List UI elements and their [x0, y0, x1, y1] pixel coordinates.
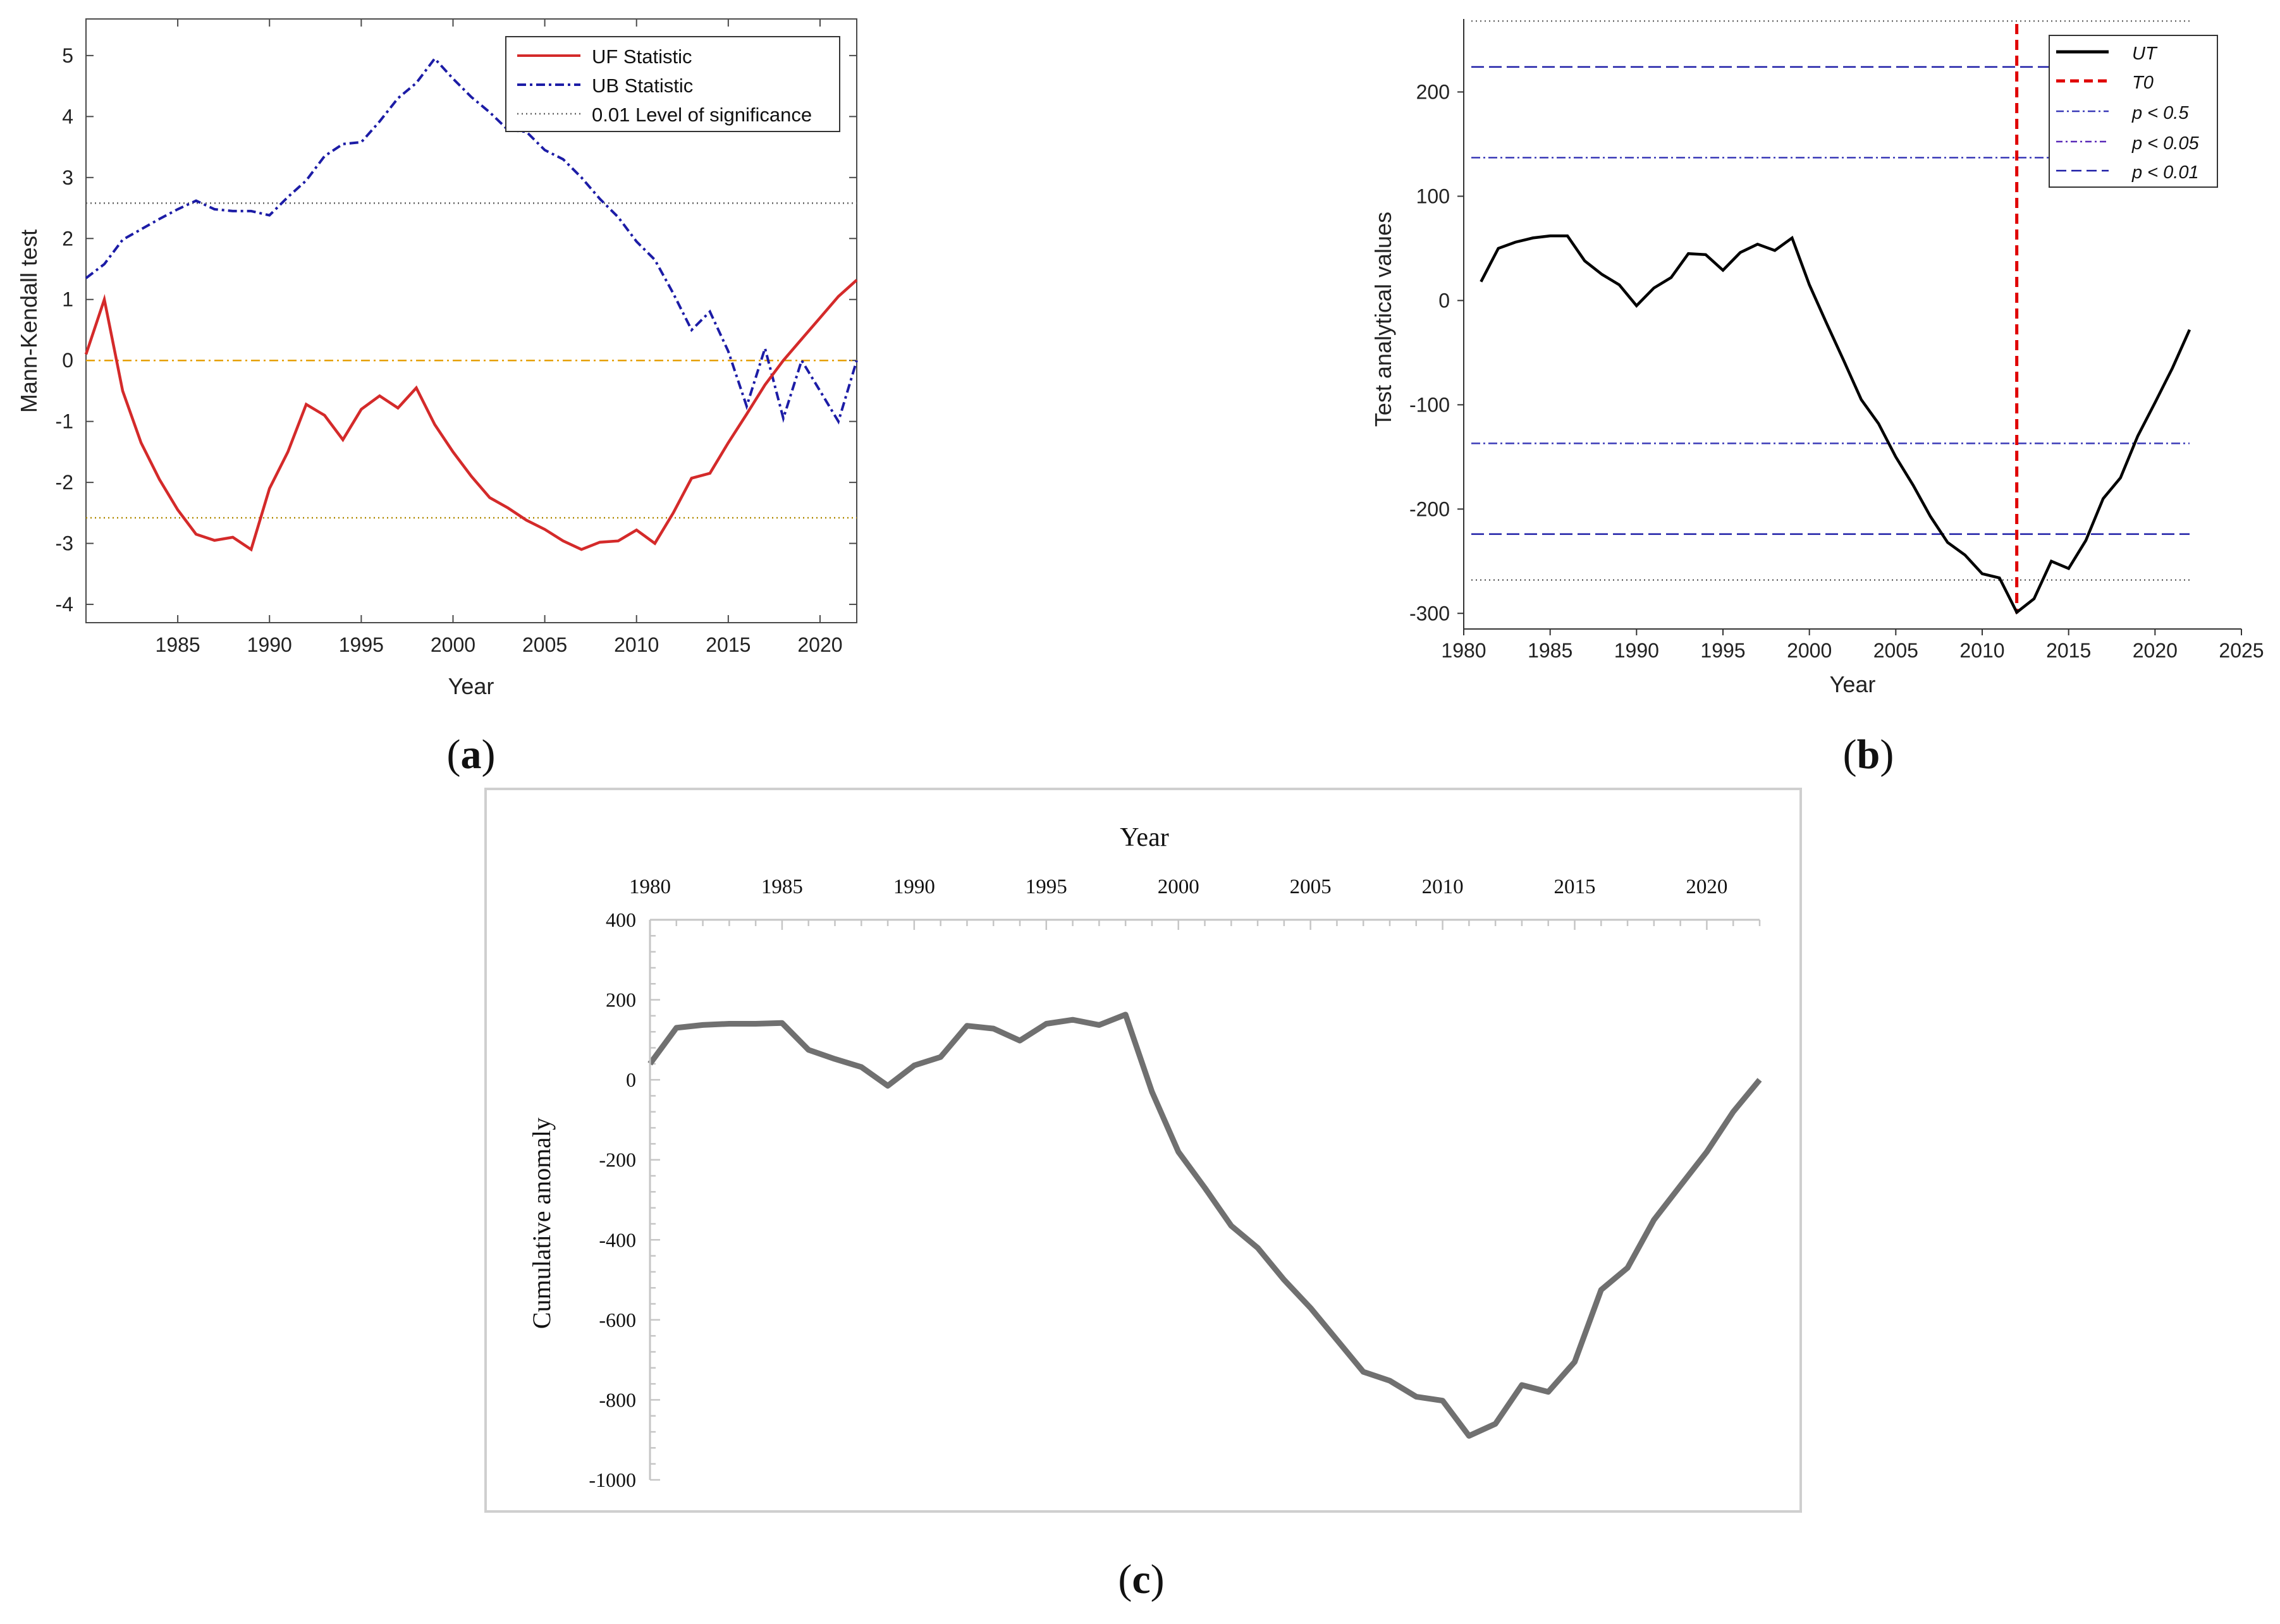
panel-b-ticks: 1980 1985 1990 1995 2000 2005 2010 2015 2020 2025…: [1409, 80, 2264, 662]
panel-c-x-tick-label: 2005: [1290, 876, 1332, 898]
panel-a-legend: UF Statistic UB Statistic 0.01 Level of …: [505, 36, 840, 132]
panel-b-y-tick-label: 0: [1438, 289, 1450, 312]
panel-c-x-tick-label: 1990: [893, 876, 935, 898]
panel-c-y-tick-label: -1000: [589, 1468, 636, 1491]
panel-a-x-tick-label: 2005: [522, 633, 567, 656]
panel-b-caption-letter: b: [1857, 731, 1880, 778]
panel-c: Year Cumulative anomaly 1980 1985 1990 1995…: [484, 788, 1802, 1603]
panel-b-x-tick-label: 1995: [1700, 639, 1745, 662]
panel-a-lines: [84, 56, 858, 552]
panel-b-x-tick-label: 2015: [2046, 639, 2091, 662]
panel-a-x-tick-label: 1985: [156, 633, 200, 656]
panel-a-y-tick-label: -3: [56, 532, 73, 555]
panel-b-y-tick-label: -100: [1409, 393, 1450, 416]
panel-a-x-tick-label: 2015: [706, 633, 751, 656]
panel-c-x-tick-label: 2015: [1554, 876, 1596, 898]
panel-b-x-tick-label: 2000: [1787, 639, 1832, 662]
legend-ub-label: UB Statistic: [592, 75, 693, 97]
panel-c-x-tick-label: 2010: [1422, 876, 1464, 898]
panel-b-x-tick-label: 1990: [1614, 639, 1659, 662]
panel-a-caption-letter: a: [461, 731, 482, 778]
panel-c-y-tick-label: -800: [599, 1388, 636, 1411]
panel-a-ticks: 1985 1990 1995 2000 2005 2010 2015 2020-4-3-2-1…: [56, 19, 857, 656]
panel-c-lines: [647, 1011, 1762, 1439]
panel-a-y-tick-label: -4: [56, 593, 73, 616]
ut-line: [1480, 234, 2191, 615]
panel-c-x-tick-label: 1995: [1026, 876, 1067, 898]
panel-c-y-tick-label: 200: [606, 989, 636, 1011]
panel-c-x-tick-label: 2000: [1158, 876, 1199, 898]
legend-uf-label: UF Statistic: [592, 46, 692, 68]
panel-c-x-axis-label: Year: [1120, 823, 1168, 852]
panel-a-y-tick-label: 0: [62, 349, 73, 372]
cumulative-anomaly-line: [647, 1011, 1762, 1439]
panel-b-lines: [1471, 20, 2191, 615]
legend-p05-label: p < 0.5: [2131, 103, 2189, 123]
panel-b-y-tick-label: -200: [1409, 498, 1450, 520]
panel-a-x-axis-label: Year: [448, 673, 494, 699]
panel-b-y-tick-label: -300: [1409, 602, 1450, 625]
legend-p005-label: p < 0.05: [2131, 133, 2199, 154]
panel-a: 1985 1990 1995 2000 2005 2010 2015 2020-4-3-2-1…: [16, 18, 858, 778]
panel-a-y-tick-label: 3: [62, 166, 73, 189]
panel-c-x-tick-label: 1985: [761, 876, 803, 898]
panel-a-x-tick-label: 1990: [247, 633, 292, 656]
panel-c-y-axis-label: Cumulative anomaly: [527, 1118, 556, 1329]
panel-a-y-tick-label: -1: [56, 410, 73, 433]
panel-a-x-tick-label: 2010: [614, 633, 659, 656]
panel-c-chart-frame: [484, 788, 1802, 1513]
panel-c-caption: (c): [1118, 1556, 1164, 1603]
panel-c-x-tick-label: 2020: [1686, 876, 1727, 898]
panel-b-x-tick-label: 2005: [1873, 639, 1918, 662]
panel-a-x-tick-label: 2020: [797, 633, 842, 656]
panel-a-y-tick-label: 5: [62, 44, 73, 67]
panel-a-x-tick-label: 1995: [339, 633, 384, 656]
legend-ut-label: UT: [2132, 44, 2158, 64]
legend-t0-label: T0: [2132, 73, 2154, 93]
panel-a-y-tick-label: -2: [56, 471, 73, 494]
panel-c-caption-letter: c: [1132, 1556, 1150, 1603]
panel-b-y-axis-label: Test analytical values: [1370, 212, 1396, 427]
panel-b-x-axis-label: Year: [1830, 671, 1876, 697]
uf-statistic-line: [84, 279, 858, 552]
panel-c-y-tick-label: -200: [599, 1149, 636, 1171]
panel-b-caption: (b): [1843, 731, 1894, 778]
panel-b-y-tick-label: 200: [1416, 80, 1450, 103]
panel-a-x-tick-label: 2000: [431, 633, 475, 656]
panel-c-y-tick-label: 0: [626, 1068, 636, 1091]
panel-a-y-tick-label: 2: [62, 227, 73, 250]
legend-p001-label: p < 0.01: [2131, 162, 2199, 183]
legend-significance-label: 0.01 Level of significance: [592, 104, 812, 126]
ub-statistic-line: [85, 56, 858, 425]
panel-b-x-tick-label: 2025: [2219, 639, 2264, 662]
panel-a-y-tick-label: 1: [62, 288, 73, 311]
panel-c-y-tick-label: -600: [599, 1309, 636, 1331]
panel-b-x-tick-label: 2010: [1959, 639, 2004, 662]
panel-c-x-tick-label: 1980: [629, 876, 671, 898]
panel-a-y-tick-label: 4: [62, 105, 73, 128]
panel-b-y-tick-label: 100: [1416, 185, 1450, 207]
panel-a-y-axis-label: Mann-Kendall test: [16, 229, 42, 413]
panel-a-caption: (a): [447, 731, 496, 778]
panel-c-y-tick-label: 400: [606, 908, 636, 931]
panel-b-x-tick-label: 2020: [2133, 639, 2178, 662]
panel-b-x-tick-label: 1985: [1528, 639, 1572, 662]
panel-c-y-tick-label: -400: [599, 1228, 636, 1251]
panel-b-legend: UT T0 p < 0.5 p < 0.05 p < 0.01: [2049, 35, 2218, 188]
panel-b: 1980 1985 1990 1995 2000 2005 2010 2015 2020 2025…: [1370, 19, 2264, 778]
panel-b-x-tick-label: 1980: [1441, 639, 1486, 662]
